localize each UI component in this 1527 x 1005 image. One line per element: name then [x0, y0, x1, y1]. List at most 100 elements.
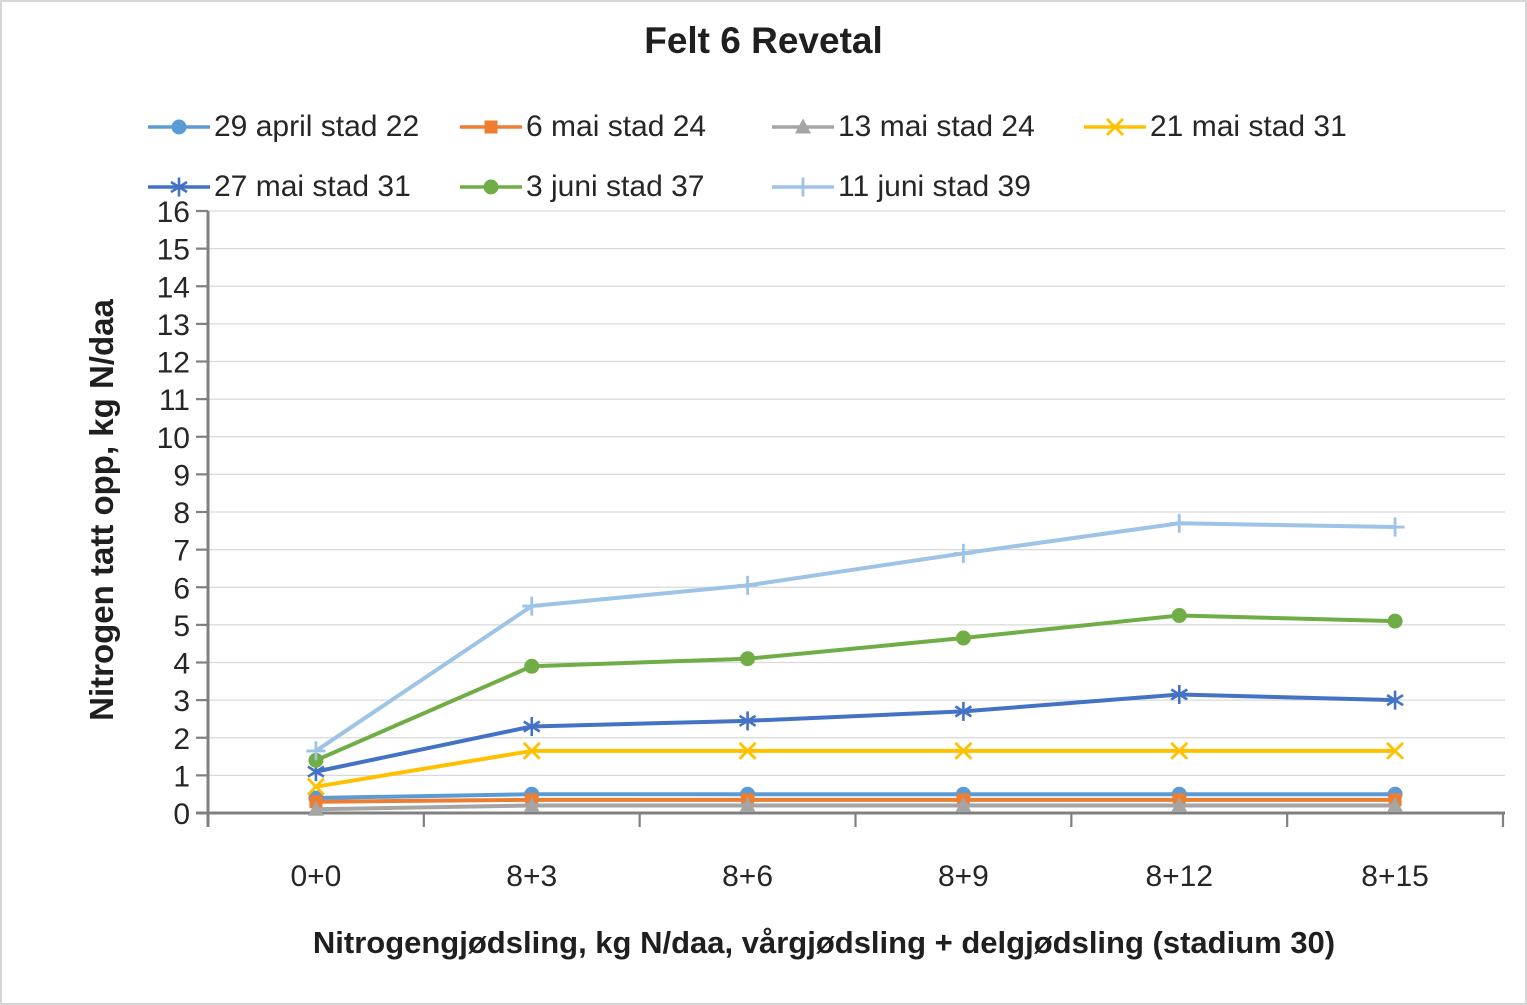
x-marker-icon — [954, 741, 973, 760]
gridlines — [208, 210, 1505, 777]
triangle-marker-icon — [1387, 796, 1404, 812]
triangle-marker-icon — [795, 118, 811, 133]
circle-marker-icon — [1171, 607, 1187, 623]
asterisk-marker-icon — [523, 716, 541, 736]
y-axis-title: Nitrogen tatt opp, kg N/daa — [83, 299, 120, 721]
x-marker-icon — [1170, 741, 1189, 760]
triangle-marker-icon — [307, 800, 324, 816]
x-marker-icon — [1386, 741, 1405, 760]
triangle-marker-icon — [523, 796, 540, 812]
asterisk-marker-icon — [738, 711, 757, 731]
series-13-mai-stad-24 — [307, 796, 1404, 816]
legend-marker-asterisk-icon — [148, 177, 210, 196]
circle-marker-icon — [740, 651, 756, 667]
y-tick-label: 6 — [173, 572, 190, 605]
y-tick-label: 15 — [157, 234, 190, 267]
series-11-juni-stad-39 — [306, 513, 1405, 761]
y-tick-label: 3 — [173, 685, 190, 718]
legend-item-2: 6 mai stad 24 — [457, 106, 769, 147]
plus-marker-icon — [1385, 517, 1405, 537]
y-tick-label: 9 — [173, 459, 190, 492]
y-tick-label: 13 — [157, 309, 190, 342]
legend-item-4: 21 mai stad 31 — [1081, 106, 1393, 147]
legend-label: 11 juni stad 39 — [838, 169, 1031, 203]
circle-marker-icon — [1387, 613, 1403, 629]
x-tick-label: 8+15 — [1361, 860, 1429, 893]
legend-item-5: 27 mai stad 31 — [145, 166, 457, 207]
y-tick-label: 5 — [173, 610, 190, 643]
circle-marker-icon — [483, 179, 499, 194]
circle-marker-icon — [171, 119, 187, 134]
square-marker-icon — [484, 120, 498, 133]
series-3-juni-stad-37 — [308, 607, 1403, 768]
chart-title: Felt 6 Revetal — [644, 20, 883, 61]
plus-marker-icon — [522, 596, 542, 616]
legend-label: 13 mai stad 24 — [838, 109, 1035, 143]
plus-marker-icon — [1169, 513, 1189, 533]
y-tick-label: 16 — [157, 196, 190, 229]
triangle-marker-icon — [1171, 796, 1188, 812]
chart-legend: 29 april stad 22 6 mai stad 24 13 mai stad… — [145, 106, 1405, 207]
x-tick-label: 0+0 — [290, 860, 341, 893]
y-tick-label: 0 — [173, 798, 190, 831]
legend-label: 21 mai stad 31 — [1150, 109, 1347, 143]
series-line-3-juni-stad-37 — [315, 613, 1396, 763]
legend-item-6: 3 juni stad 37 — [457, 166, 769, 207]
plus-marker-icon — [738, 575, 758, 595]
series-29-april-stad-22 — [308, 786, 1403, 806]
x-axis-title: Nitrogengjødsling, kg N/daa, vårgjødslin… — [312, 925, 1336, 960]
series-line-13-mai-stad-24 — [315, 803, 1396, 812]
legend-label: 6 mai stad 24 — [526, 109, 707, 143]
y-tick-label: 12 — [157, 347, 190, 380]
series-27-mai-stad-31 — [307, 684, 1404, 782]
circle-marker-icon — [955, 630, 971, 646]
legend-marker-circle-icon — [148, 119, 210, 134]
x-marker-icon — [1106, 117, 1124, 136]
series-21-mai-stad-31 — [306, 741, 1405, 796]
series-line-27-mai-stad-31 — [315, 692, 1396, 774]
plus-marker-icon — [793, 177, 813, 196]
legend-item-7: 11 juni stad 39 — [769, 166, 1081, 207]
x-marker-icon — [522, 741, 541, 760]
y-tick-label: 4 — [173, 648, 190, 681]
legend-marker-square-icon — [460, 120, 522, 133]
y-tick-label: 8 — [173, 497, 190, 530]
legend-label: 3 juni stad 37 — [526, 169, 705, 203]
axes — [196, 209, 1505, 827]
legend-marker-circle-icon — [460, 179, 522, 194]
legend-item-3: 13 mai stad 24 — [769, 106, 1081, 147]
series-line-6-mai-stad-24 — [315, 797, 1396, 804]
triangle-marker-icon — [739, 796, 756, 812]
series-line-21-mai-stad-31 — [315, 748, 1396, 789]
y-tick-label: 10 — [157, 422, 190, 455]
legend-label: 27 mai stad 31 — [214, 169, 411, 203]
y-tick-label: 7 — [173, 535, 190, 568]
y-tick-label: 1 — [173, 760, 190, 793]
legend-label: 29 april stad 22 — [214, 109, 420, 143]
asterisk-marker-icon — [170, 177, 188, 196]
plus-marker-icon — [306, 741, 326, 761]
x-tick-label: 8+3 — [506, 860, 557, 893]
x-marker-icon — [306, 777, 325, 796]
legend-marker-triangle-icon — [772, 118, 834, 133]
legend-item-1: 29 april stad 22 — [145, 106, 457, 147]
asterisk-marker-icon — [954, 701, 973, 721]
series-line-11-juni-stad-39 — [314, 521, 1396, 753]
legend-marker-plus-icon — [772, 177, 834, 196]
circle-marker-icon — [524, 658, 540, 674]
asterisk-marker-icon — [1386, 690, 1404, 710]
series-line-29-april-stad-22 — [315, 792, 1396, 800]
x-tick-label: 8+12 — [1145, 860, 1213, 893]
x-tick-label: 8+9 — [938, 860, 989, 893]
x-marker-icon — [738, 741, 757, 760]
y-tick-label: 2 — [173, 723, 190, 756]
plus-marker-icon — [953, 543, 973, 563]
x-tick-label: 8+6 — [722, 860, 773, 893]
y-tick-label: 11 — [159, 384, 190, 417]
y-tick-label: 14 — [157, 271, 190, 304]
asterisk-marker-icon — [1170, 684, 1188, 704]
triangle-marker-icon — [955, 796, 972, 812]
